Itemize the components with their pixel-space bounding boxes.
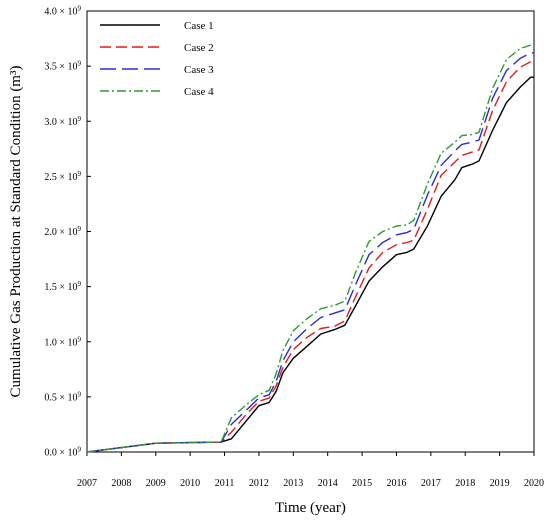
x-tick-label: 2008 — [111, 478, 131, 489]
y-axis: 0.0 × 109 0.5 × 109 1.0 × 109 1.5 × 109 2.0 … — [44, 5, 91, 459]
x-tick-label: 2015 — [352, 478, 372, 489]
series-line-case-2 — [86, 61, 534, 453]
legend-label-case-2: Case 2 — [184, 42, 214, 54]
x-tick-label: 2013 — [283, 478, 303, 489]
legend: Case 1 Case 2 Case 3 Case 4 — [100, 20, 214, 98]
y-tick-label: 2.0 × 109 — [44, 225, 81, 238]
y-tick-label: 1.5 × 109 — [44, 280, 81, 293]
series-line-case-1 — [86, 76, 534, 453]
plot-area — [86, 10, 535, 453]
x-tick-label: 2018 — [455, 478, 475, 489]
x-tick-label: 2007 — [77, 478, 97, 489]
x-axis: 2007 2008 2009 2010 2011 2012 2013 2014 2015 2016… — [77, 452, 544, 489]
legend-label-case-1: Case 1 — [184, 20, 214, 32]
x-tick-label: 2009 — [146, 478, 166, 489]
legend-label-case-3: Case 3 — [184, 64, 214, 76]
x-tick-label: 2016 — [386, 478, 406, 489]
y-tick-label: 0.5 × 109 — [44, 390, 81, 403]
x-axis-title: Time (year) — [275, 500, 346, 516]
legend-label-case-4: Case 4 — [184, 86, 214, 98]
y-axis-title: Cumulative Gas Production at Standard Co… — [8, 66, 24, 398]
series-line-case-4 — [86, 44, 534, 453]
x-tick-label: 2017 — [421, 478, 441, 489]
y-tick-label: 4.0 × 109 — [44, 5, 81, 18]
x-tick-label: 2014 — [318, 478, 338, 489]
x-tick-label: 2020 — [524, 478, 544, 489]
x-tick-label: 2019 — [490, 478, 510, 489]
x-tick-label: 2010 — [180, 478, 200, 489]
y-tick-label: 3.5 × 109 — [44, 60, 81, 73]
plot-frame — [86, 10, 535, 453]
x-tick-label: 2011 — [215, 478, 235, 489]
series-layer — [86, 44, 534, 453]
y-tick-label: 2.5 × 109 — [44, 170, 81, 183]
x-tick-label: 2012 — [249, 478, 269, 489]
series-line-case-3 — [86, 52, 534, 453]
y-tick-label: 1.0 × 109 — [44, 335, 81, 348]
y-tick-label: 0.0 × 109 — [44, 446, 81, 459]
y-tick-label: 3.0 × 109 — [44, 115, 81, 128]
